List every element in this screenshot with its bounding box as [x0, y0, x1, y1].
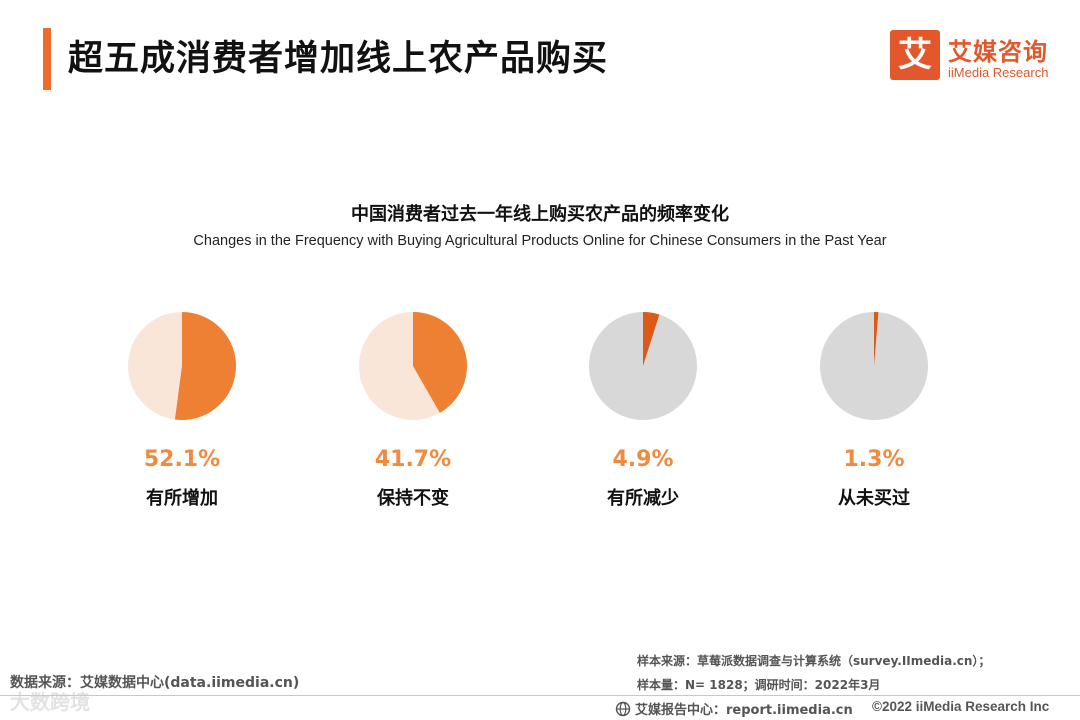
pie-item: 41.7% 保持不变 [323, 312, 503, 512]
pie-category-label: 保持不变 [377, 488, 449, 509]
report-center: 艾媒报告中心：report.iimedia.cn [615, 699, 853, 718]
sample-source: 样本来源：草莓派数据调查与计算系统（survey.IImedia.cn）； [637, 654, 991, 668]
globe-icon [615, 701, 631, 717]
title-accent-bar [43, 28, 51, 90]
pie-slice [174, 312, 236, 420]
pie-slice [874, 312, 879, 366]
pie-slice [643, 312, 660, 366]
brand-logo: 艾 艾媒咨询 iiMedia Research [890, 30, 1065, 86]
pie-item: 1.3% 从未买过 [784, 312, 964, 512]
pie-value-label: 52.1% [143, 447, 221, 472]
copyright: ©2022 iiMedia Research Inc [872, 699, 1050, 714]
pie-chart [589, 312, 697, 420]
pie-chart [359, 312, 467, 420]
pie-chart [128, 312, 236, 420]
pie-category-label: 有所增加 [146, 488, 218, 509]
report-center-text: 艾媒报告中心：report.iimedia.cn [635, 703, 853, 718]
watermark: 大数跨境 [10, 690, 90, 714]
logo-en-text: iiMedia Research [948, 65, 1049, 80]
pie-value-label: 41.7% [374, 447, 452, 472]
data-source: 数据来源：艾媒数据中心(data.iimedia.cn) [10, 675, 300, 691]
footer-divider [0, 695, 1080, 696]
pie-value-label: 1.3% [843, 447, 905, 472]
pie-item: 4.9% 有所减少 [553, 312, 733, 512]
logo-cn-text: 艾媒咨询 [948, 38, 1048, 66]
pie-slice [413, 312, 467, 413]
chart-title: 中国消费者过去一年线上购买农产品的频率变化 [351, 204, 729, 225]
pie-chart [820, 312, 928, 420]
pie-item: 52.1% 有所增加 [92, 312, 272, 512]
pie-value-label: 4.9% [612, 447, 674, 472]
logo-mark-icon: 艾 [890, 30, 940, 80]
pie-category-label: 从未买过 [838, 488, 910, 509]
chart-subtitle: Changes in the Frequency with Buying Agr… [193, 233, 887, 249]
page-title: 超五成消费者增加线上农产品购买 [68, 39, 609, 79]
sample-size: 样本量：N= 1828；调研时间：2022年3月 [637, 678, 881, 692]
pie-category-label: 有所减少 [607, 488, 679, 509]
